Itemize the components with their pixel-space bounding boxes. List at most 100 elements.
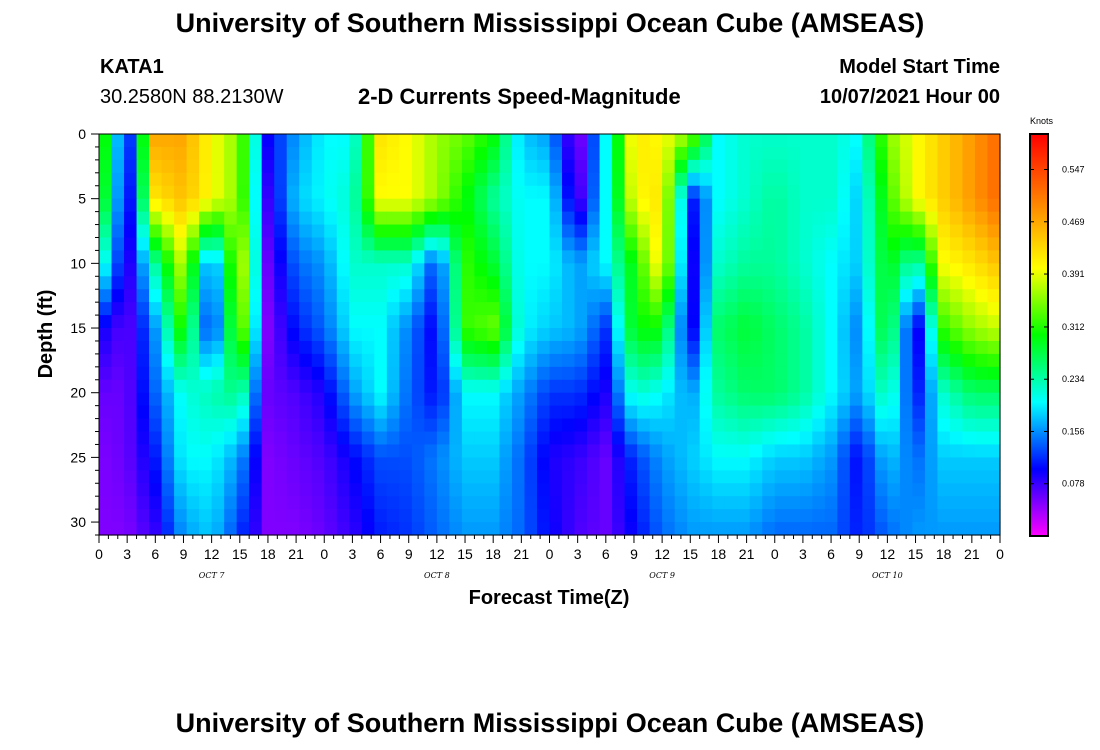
- heatmap-cell: [536, 509, 551, 523]
- heatmap-cell: [874, 224, 888, 239]
- heatmap-cell: [261, 211, 275, 226]
- heatmap-cell: [874, 289, 888, 303]
- heatmap-cell: [174, 146, 188, 161]
- heatmap-cell: [174, 418, 188, 433]
- heatmap-cell: [874, 263, 888, 277]
- heatmap-cell: [949, 276, 964, 290]
- heatmap-cell: [987, 185, 1001, 200]
- heatmap-cell: [637, 392, 651, 407]
- heatmap-cell: [874, 250, 888, 264]
- heatmap-cell: [411, 405, 425, 420]
- heatmap-cell: [261, 185, 275, 200]
- heatmap-cell: [587, 276, 601, 290]
- heatmap-cell: [812, 302, 826, 316]
- heatmap-cell: [111, 366, 125, 381]
- heatmap-cell: [862, 392, 876, 407]
- heatmap-cell: [186, 172, 200, 187]
- heatmap-cell: [562, 379, 576, 394]
- heatmap-cell: [649, 405, 663, 420]
- heatmap-cell: [99, 522, 113, 536]
- heatmap-cell: [399, 250, 413, 264]
- heatmap-cell: [486, 457, 501, 471]
- heatmap-cell: [549, 444, 563, 458]
- heatmap-cell: [524, 431, 538, 446]
- heatmap-cell: [799, 185, 813, 200]
- heatmap-cell: [511, 470, 526, 484]
- heatmap-cell: [562, 159, 576, 174]
- heatmap-cell: [699, 405, 713, 420]
- heatmap-cell: [499, 263, 513, 277]
- heatmap-cell: [724, 250, 738, 264]
- heatmap-cell: [486, 159, 501, 174]
- heatmap-cell: [912, 185, 926, 200]
- heatmap-cell: [799, 457, 813, 471]
- heatmap-cell: [674, 263, 688, 277]
- heatmap-cell: [211, 353, 225, 368]
- heatmap-cell: [536, 470, 551, 484]
- heatmap-cell: [924, 405, 939, 420]
- heatmap-cell: [399, 328, 413, 342]
- heatmap-cell: [662, 211, 676, 226]
- heatmap-cell: [174, 237, 188, 252]
- heatmap-cell: [311, 146, 325, 161]
- heatmap-cell: [799, 172, 813, 187]
- heatmap-cell: [149, 302, 163, 316]
- heatmap-cell: [499, 172, 513, 187]
- heatmap-cell: [874, 172, 888, 187]
- heatmap-cell: [449, 289, 463, 303]
- heatmap-cell: [612, 185, 626, 200]
- heatmap-cell: [824, 405, 838, 420]
- heatmap-cell: [174, 224, 188, 239]
- heatmap-cell: [461, 392, 476, 407]
- x-tick-label: 9: [855, 546, 863, 562]
- heatmap-cell: [762, 237, 776, 252]
- heatmap-cell: [824, 289, 838, 303]
- heatmap-cell: [937, 405, 951, 420]
- heatmap-cell: [386, 237, 400, 252]
- heatmap-cell: [124, 198, 138, 213]
- heatmap-cell: [311, 289, 325, 303]
- heatmap-cell: [912, 392, 926, 407]
- heatmap-cell: [637, 431, 651, 446]
- heatmap-cell: [549, 134, 563, 148]
- heatmap-cell: [124, 289, 138, 303]
- heatmap-cell: [974, 522, 989, 536]
- heatmap-cell: [762, 509, 776, 523]
- heatmap-cell: [324, 276, 338, 290]
- heatmap-cell: [211, 134, 225, 148]
- heatmap-cell: [149, 444, 163, 458]
- heatmap-cell: [474, 172, 488, 187]
- heatmap-cell: [574, 496, 588, 510]
- heatmap-cell: [186, 366, 200, 381]
- heatmap-cell: [937, 522, 951, 536]
- heatmap-cell: [874, 509, 888, 523]
- heatmap-cell: [612, 522, 626, 536]
- heatmap-cell: [687, 263, 701, 277]
- heatmap-cell: [174, 392, 188, 407]
- heatmap-cell: [261, 496, 275, 510]
- heatmap-cell: [511, 457, 526, 471]
- heatmap-cell: [424, 457, 438, 471]
- heatmap-cell: [749, 496, 763, 510]
- heatmap-cell: [737, 134, 751, 148]
- heatmap-cell: [912, 483, 926, 497]
- day-label: OCT 8: [424, 571, 450, 580]
- heatmap-cell: [749, 302, 763, 316]
- heatmap-cell: [524, 134, 538, 148]
- heatmap-cell: [361, 172, 375, 187]
- heatmap-cell: [186, 159, 200, 174]
- heatmap-cell: [499, 198, 513, 213]
- heatmap-cell: [274, 289, 288, 303]
- heatmap-cell: [374, 444, 388, 458]
- heatmap-cell: [186, 328, 200, 342]
- heatmap-cell: [236, 444, 250, 458]
- heatmap-cell: [386, 431, 400, 446]
- heatmap-cell: [712, 431, 726, 446]
- heatmap-cell: [486, 211, 501, 226]
- heatmap-cell: [787, 431, 801, 446]
- heatmap-cell: [199, 418, 213, 433]
- colorbar-tick-label: 0.312: [1062, 322, 1085, 332]
- heatmap-cell: [987, 146, 1001, 161]
- heatmap-cell: [662, 224, 676, 239]
- heatmap-cell: [812, 457, 826, 471]
